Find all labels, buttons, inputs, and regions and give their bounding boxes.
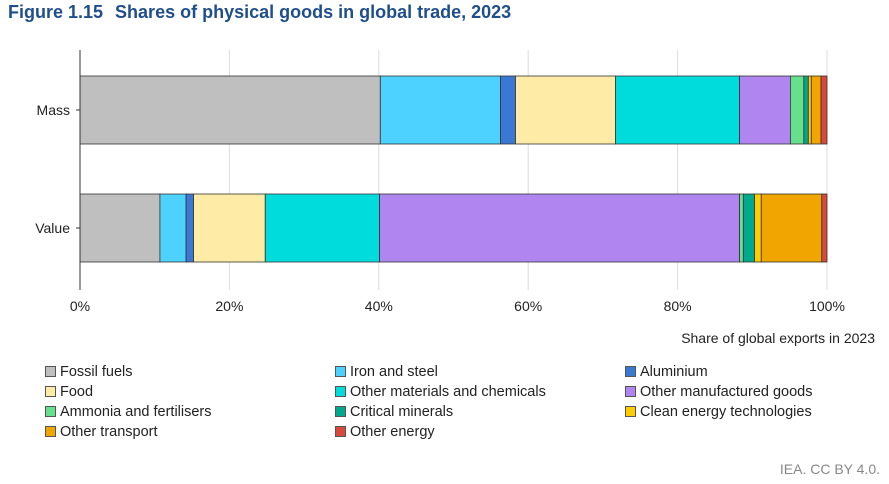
figure-title-text: Shares of physical goods in global trade… [115,2,512,22]
bar-segment [810,75,822,145]
legend-label: Other energy [350,423,435,440]
legend-item: Other energy [335,422,625,441]
legend-swatch [45,366,56,377]
legend-label: Other transport [60,423,158,440]
bar-segment [739,193,744,263]
bar-segment [754,193,762,263]
bar-segment [789,75,805,145]
legend-label: Other manufactured goods [640,383,813,400]
bar-segment [760,193,823,263]
source-note: IEA. CC BY 4.0. [779,461,880,477]
bar-segment [739,75,791,145]
bar-segment [807,75,812,145]
x-tick-label: 20% [215,298,243,314]
x-tick-label: 80% [664,298,692,314]
legend: Fossil fuels Iron and steel Aluminium Food O… [45,362,875,441]
legend-label: Aluminium [640,363,708,380]
legend-item: Clean energy technologies [625,402,875,421]
legend-item: Other transport [45,422,335,441]
legend-label: Fossil fuels [60,363,133,380]
bar-segment [193,193,266,263]
legend-swatch [625,406,636,417]
legend-label: Ammonia and fertilisers [60,403,212,420]
legend-swatch [45,406,56,417]
legend-label: Critical minerals [350,403,454,420]
legend-swatch [45,386,56,397]
bar-segment [515,75,616,145]
bar-segment [379,75,501,145]
y-category-label: Mass [37,102,70,118]
legend-item: Food [45,382,335,401]
legend-swatch [335,426,346,437]
bar-segment [379,193,741,263]
bar-segment [500,75,516,145]
x-tick-label: 100% [809,298,845,314]
legend-item: Other materials and chemicals [335,382,625,401]
legend-swatch [335,366,346,377]
legend-item: Iron and steel [335,362,625,381]
x-tick-label: 0% [70,298,90,314]
legend-item: Other manufactured goods [625,382,875,401]
legend-swatch [625,386,636,397]
y-category-label: Value [35,220,70,236]
legend-item: Critical minerals [335,402,625,421]
bar-segment [821,193,828,263]
bar-segment [159,193,187,263]
legend-swatch [45,426,56,437]
legend-label: Other materials and chemicals [350,383,546,400]
legend-label: Clean energy technologies [640,403,812,420]
bar-segment [820,75,828,145]
figure-title: Figure 1.15 Shares of physical goods in g… [8,2,511,23]
bar-segment [185,193,194,263]
legend-swatch [335,386,346,397]
legend-item: Fossil fuels [45,362,335,381]
legend-swatch [625,366,636,377]
x-tick-label: 60% [514,298,542,314]
bar-segment [615,75,741,145]
bar-segment [79,193,161,263]
legend-label: Iron and steel [350,363,438,380]
stacked-bar-chart: 0% 20% 40% 60% 80% 100% Mass Value [35,50,845,314]
figure-number: Figure 1.15 [8,2,104,22]
bar-segment [79,75,381,145]
bar-segment [803,75,809,145]
x-axis-title: Share of global exports in 2023 [681,330,875,346]
bar-segment [742,193,755,263]
legend-item: Aluminium [625,362,875,381]
legend-swatch [335,406,346,417]
x-tick-label: 40% [365,298,393,314]
legend-label: Food [60,383,94,400]
bar-segment [264,193,380,263]
legend-item: Ammonia and fertilisers [45,402,335,421]
